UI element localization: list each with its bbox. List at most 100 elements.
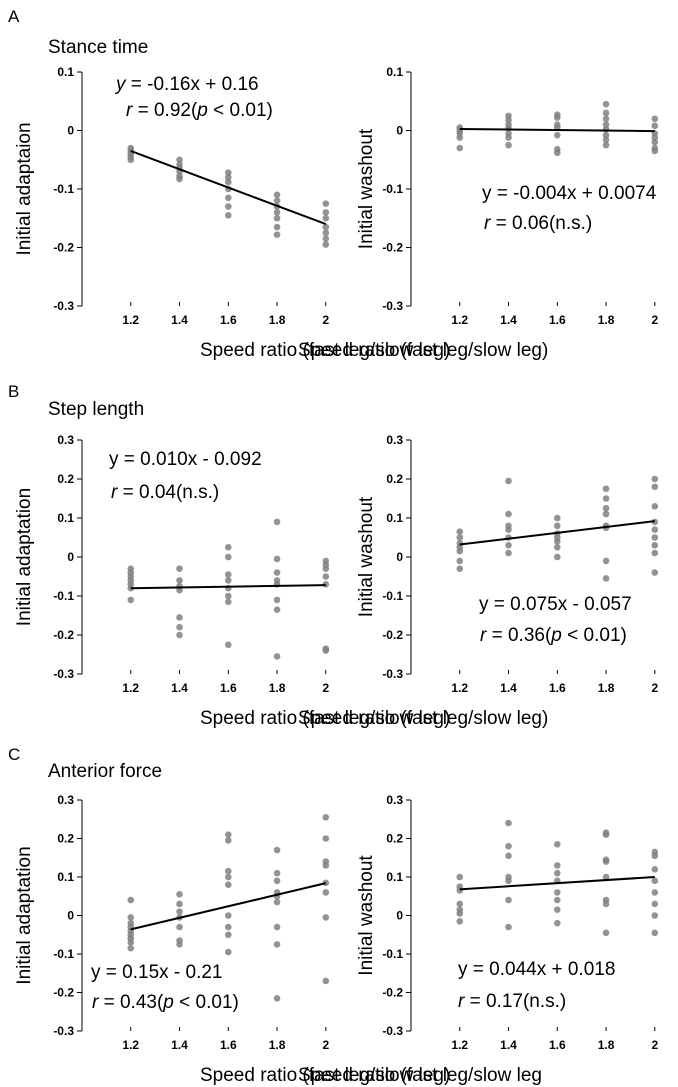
data-point: [224, 203, 232, 210]
x-tick-label: 1.4: [500, 681, 517, 695]
data-point: [651, 852, 659, 860]
data-point: [127, 896, 135, 904]
data-point: [176, 631, 183, 639]
correlation-stat: r = 0.17(n.s.): [458, 991, 566, 1012]
data-point: [651, 900, 659, 908]
y-tick-label: -0.1: [382, 947, 403, 961]
data-point: [505, 116, 512, 124]
x-tick-label: 2: [322, 313, 329, 327]
data-point: [322, 200, 330, 207]
data-point: [224, 837, 232, 844]
chart-panel-6: -0.3 -0.2 -0.1 0 0.1 0.2 0.3 1.2 1.4 1.6 1.8 2 Speed…: [298, 793, 658, 1086]
data-point: [505, 526, 512, 533]
data-point: [176, 577, 183, 584]
y-tick-label: 0.3: [386, 793, 403, 807]
data-point: [553, 889, 561, 896]
data-point: [273, 555, 281, 563]
y-tick-label: -0.1: [382, 589, 403, 603]
data-point: [602, 115, 610, 123]
data-point: [322, 209, 330, 216]
data-point: [602, 900, 610, 908]
chart-panel-3: B Step length -0.3 -0.2 -0.1 0 0.1 0.2 0.3 1.2 1.4…: [8, 382, 450, 729]
x-tick-label: 1.2: [122, 681, 139, 695]
data-point: [127, 944, 135, 952]
data-point: [602, 557, 610, 565]
data-point: [651, 503, 659, 510]
x-tick-label: 1.4: [171, 681, 188, 695]
y-tick-label: 0: [396, 909, 403, 923]
data-point: [273, 898, 281, 906]
data-point: [602, 136, 610, 144]
data-point: [553, 543, 561, 551]
data-point: [176, 908, 183, 915]
y-tick-label: 0.1: [386, 65, 403, 79]
data-point: [651, 122, 659, 130]
data-point: [602, 858, 610, 865]
regression-equation: y = 0.044x + 0.018: [458, 959, 615, 980]
data-point: [553, 514, 561, 522]
data-point: [224, 169, 232, 176]
data-point: [322, 647, 330, 654]
data-point: [322, 573, 330, 580]
x-tick-label: 1.6: [220, 1038, 237, 1052]
data-point: [224, 212, 232, 219]
y-tick-label: 0.3: [57, 793, 74, 807]
chart-panel-2: -0.3 -0.2 -0.1 0 0.1 1.2 1.4 1.6 1.8 2 Speed ratio…: [298, 65, 658, 361]
data-point: [602, 131, 610, 139]
chart-panel-1: A Stance time -0.3 -0.2 -0.1 0 0.1 1.2 1.4 1.6 1.8…: [8, 7, 450, 361]
data-point: [273, 231, 281, 238]
panel-title: Anterior force: [48, 761, 162, 782]
data-point: [651, 542, 659, 549]
data-point: [224, 912, 232, 919]
data-point: [456, 144, 464, 152]
x-tick-label: 1.4: [500, 313, 517, 327]
data-point: [322, 229, 330, 237]
x-tick-label: 1.2: [451, 313, 468, 327]
data-point: [322, 241, 330, 248]
data-point: [456, 910, 464, 917]
x-tick-label: 1.8: [598, 681, 615, 695]
data-point: [505, 852, 512, 860]
data-point: [553, 919, 561, 927]
x-tick-label: 1.8: [269, 681, 286, 695]
y-tick-label: 0: [396, 550, 403, 564]
data-point: [602, 126, 610, 133]
y-tick-label: -0.3: [53, 1024, 74, 1038]
x-tick-label: 2: [651, 313, 658, 327]
y-tick-label: -0.2: [382, 241, 403, 255]
data-point: [505, 141, 512, 149]
data-point: [456, 534, 464, 541]
y-tick-label: 0.2: [386, 472, 403, 486]
y-tick-label: 0: [67, 124, 74, 138]
regression-equation: y = 0.010x - 0.092: [109, 449, 262, 470]
data-point: [127, 939, 135, 946]
data-point: [224, 948, 232, 956]
x-tick-label: 1.4: [171, 313, 188, 327]
data-point: [176, 923, 183, 931]
data-point: [176, 565, 183, 572]
y-axis-title: Initial washout: [356, 496, 377, 617]
data-point: [651, 569, 659, 576]
data-point: [651, 889, 659, 896]
y-tick-label: 0.2: [57, 472, 74, 486]
data-point: [505, 923, 512, 931]
data-point: [651, 138, 659, 146]
correlation-stat: r = 0.04(n.s.): [111, 482, 219, 503]
data-point: [273, 606, 281, 613]
data-point: [651, 134, 659, 141]
data-point: [456, 557, 464, 565]
regression-line: [130, 882, 327, 931]
data-point: [456, 873, 464, 881]
data-point: [505, 549, 512, 557]
data-point: [322, 214, 330, 222]
data-point: [602, 873, 610, 881]
data-point: [322, 235, 330, 243]
data-point: [553, 538, 561, 545]
regression-line: [459, 876, 655, 891]
data-point: [273, 209, 281, 216]
data-point: [224, 571, 232, 578]
y-tick-label: -0.3: [382, 667, 403, 681]
data-point: [602, 100, 610, 108]
y-tick-label: -0.2: [53, 628, 74, 642]
